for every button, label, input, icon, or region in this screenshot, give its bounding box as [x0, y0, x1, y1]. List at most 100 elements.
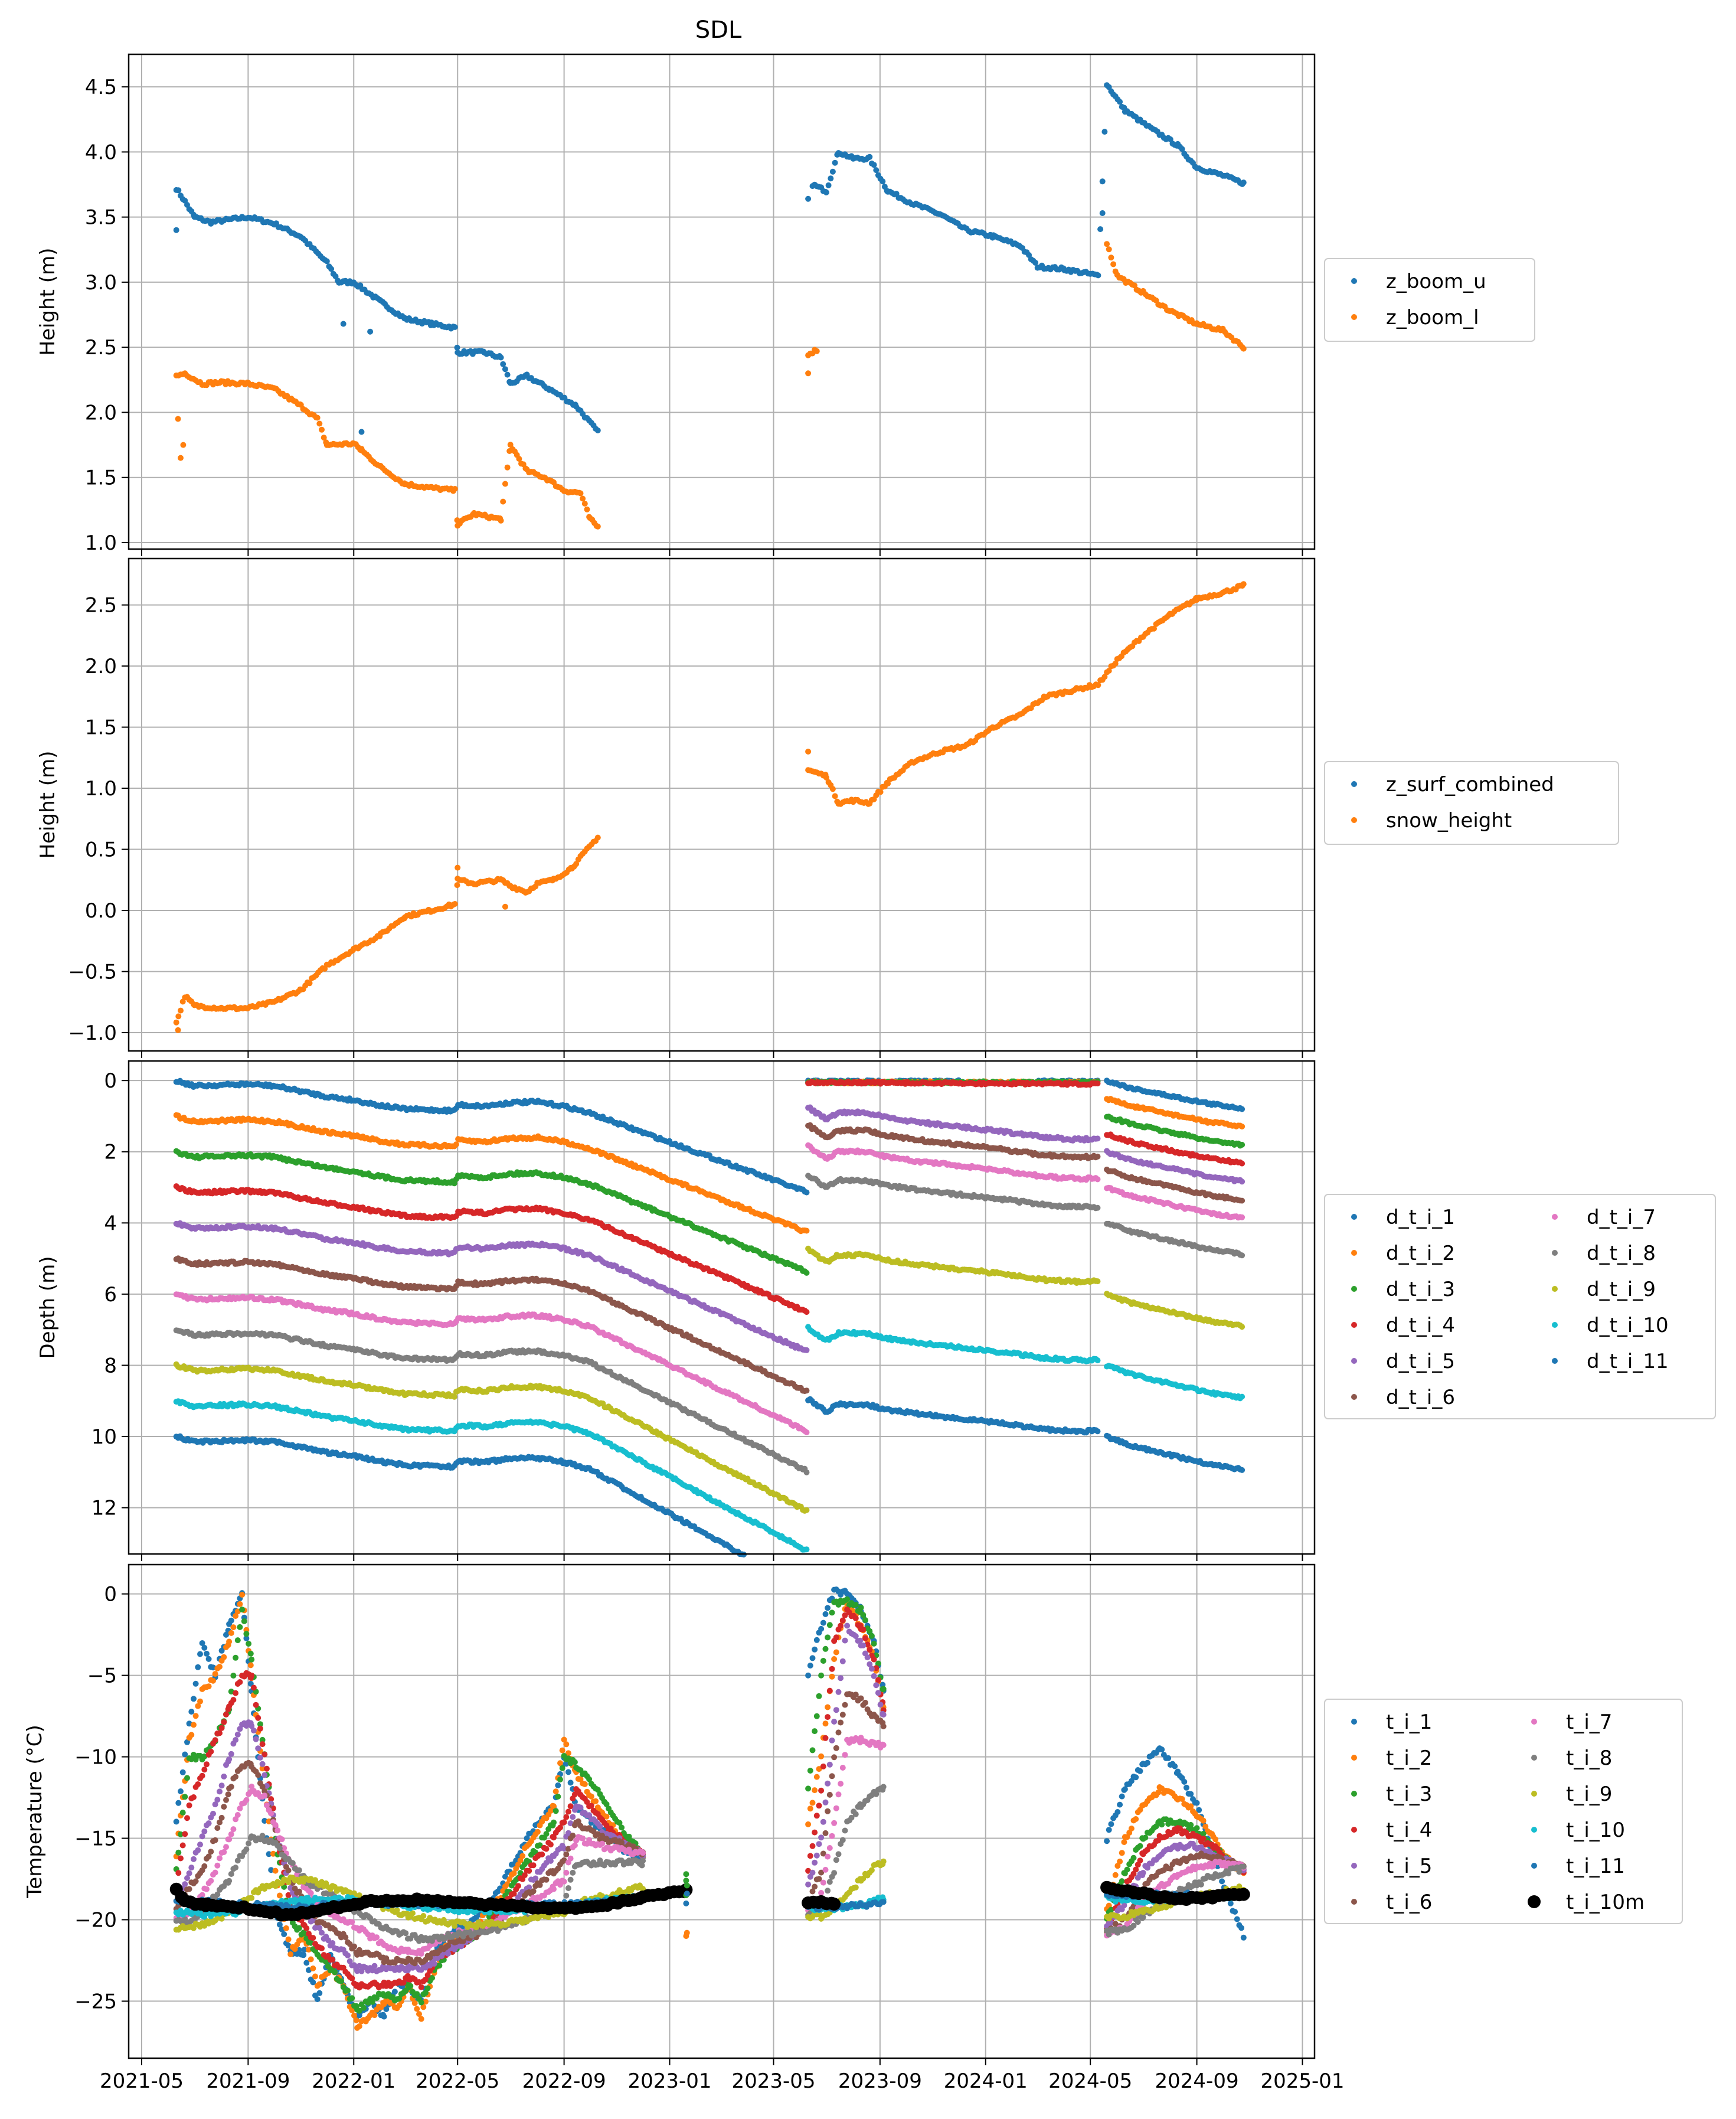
y-tick-label: 10 — [91, 1425, 117, 1449]
z_boom_u-point — [1179, 146, 1185, 152]
axes-frame — [127, 557, 1316, 1052]
z_boom_l-point — [504, 464, 511, 471]
snow_height-point — [502, 903, 508, 910]
y-axis-label: Depth (m) — [36, 1256, 60, 1359]
z_boom_l-point — [316, 420, 323, 427]
z_boom_u-point — [323, 258, 330, 265]
z_boom_l-point — [180, 442, 187, 448]
legend-label: snow_height — [1386, 809, 1512, 832]
d_t_i_2-point — [1239, 1124, 1245, 1129]
z_boom_u-point — [823, 189, 829, 195]
z_boom_l-point — [1240, 345, 1247, 352]
snow_height-point — [877, 789, 884, 795]
z_boom_u-point — [504, 371, 511, 378]
snow_height-point — [175, 1027, 181, 1033]
snow_height-point — [452, 901, 458, 907]
z_boom_l-point — [314, 414, 321, 421]
z_boom_u-point — [1240, 179, 1247, 186]
z_boom_l-point — [175, 416, 181, 422]
z_boom_u-point — [805, 195, 812, 202]
z_boom_u-point — [454, 344, 460, 351]
d_t_i_7-point — [803, 1429, 810, 1435]
d_t_i_4-point — [803, 1309, 810, 1315]
z_boom_u-point — [328, 266, 335, 272]
snow_height-point — [455, 864, 461, 871]
y-tick-label: −1.0 — [68, 1021, 117, 1045]
y-tick-label: 6 — [104, 1283, 117, 1307]
snow_height-point — [175, 1013, 182, 1020]
z_boom_l-point — [452, 486, 458, 492]
z_boom_u-point — [880, 178, 886, 185]
z_boom_u-point — [175, 187, 182, 194]
z_boom_u-point — [1095, 272, 1101, 279]
d_t_i_6-point — [803, 1387, 810, 1394]
z_boom_l-point — [1106, 246, 1112, 253]
z_boom_u-point — [1099, 178, 1106, 185]
y-tick-label: 0.0 — [85, 899, 117, 923]
y-tick-label: 2 — [104, 1141, 117, 1164]
snow_height-point — [306, 980, 313, 987]
z_boom_l-point — [516, 456, 522, 462]
d_t_i_2-point — [453, 1141, 459, 1148]
d_t_i_4-point — [1094, 1080, 1101, 1086]
d_t_i_2-point — [803, 1227, 810, 1234]
snow_height-point — [805, 749, 812, 755]
axes-frame — [127, 53, 1316, 550]
y-tick-label: 2.5 — [85, 594, 117, 618]
z_boom_u-point — [452, 324, 458, 330]
snow_height-point — [829, 786, 836, 792]
z_boom_l-point — [319, 426, 325, 433]
legend-marker — [1351, 314, 1357, 320]
z_boom_u-point — [498, 354, 504, 361]
z_boom_l-point — [594, 523, 601, 530]
z_boom_u-point — [340, 321, 346, 327]
d_t_i_3-point — [803, 1269, 810, 1276]
y-tick-label: 0.5 — [85, 838, 117, 862]
y-axis-label: Height (m) — [36, 751, 60, 859]
snow_height-point — [1240, 581, 1247, 587]
legend: z_boom_uz_boom_l — [1324, 258, 1535, 342]
z_boom_u-point — [832, 159, 838, 166]
y-tick-label: 1.0 — [85, 777, 117, 801]
y-tick-label: 0 — [104, 1069, 117, 1093]
z_boom_u-point — [828, 175, 834, 182]
z_boom_u-point — [1032, 260, 1039, 266]
z_boom_u-point — [1097, 226, 1104, 233]
y-tick-label: −0.5 — [68, 960, 117, 984]
z_boom_u-point — [594, 427, 601, 433]
z_boom_l-point — [502, 481, 508, 487]
snow_height-point — [178, 1007, 184, 1014]
z_boom_u-point — [829, 168, 836, 175]
y-tick-label: 8 — [104, 1354, 117, 1377]
z_boom_u-point — [873, 167, 880, 174]
y-tick-label: 12 — [91, 1497, 117, 1520]
z_boom_l-point — [577, 490, 584, 497]
d_t_i_6-point — [1094, 1153, 1101, 1160]
z_boom_u-point — [1101, 129, 1108, 135]
z_boom_u-point — [1099, 210, 1106, 216]
d_t_i_5-point — [1094, 1135, 1101, 1142]
legend-label: z_boom_u — [1386, 270, 1486, 293]
legend-box — [1324, 258, 1535, 342]
y-tick-label: 1.5 — [85, 466, 117, 490]
y-tick-label: 2.0 — [85, 655, 117, 678]
y-axis-label: Height (m) — [36, 248, 60, 356]
legend-marker — [1351, 781, 1357, 787]
plot-area — [173, 82, 1247, 530]
d_t_i_6-point — [1239, 1197, 1245, 1204]
z_boom_u-point — [871, 162, 877, 168]
y-tick-label: 4.5 — [85, 76, 117, 99]
figure-title: SDL — [695, 17, 742, 44]
z_boom_l-point — [580, 495, 586, 502]
z_boom_l-point — [498, 517, 504, 524]
d_t_i_5-point — [803, 1347, 810, 1353]
z_boom_l-point — [1104, 241, 1110, 247]
legend-marker — [1351, 278, 1357, 284]
z_boom_l-point — [1108, 254, 1114, 261]
y-tick-label: 3.5 — [85, 206, 117, 230]
z_boom_l-point — [581, 501, 588, 507]
z_boom_l-point — [358, 446, 365, 452]
